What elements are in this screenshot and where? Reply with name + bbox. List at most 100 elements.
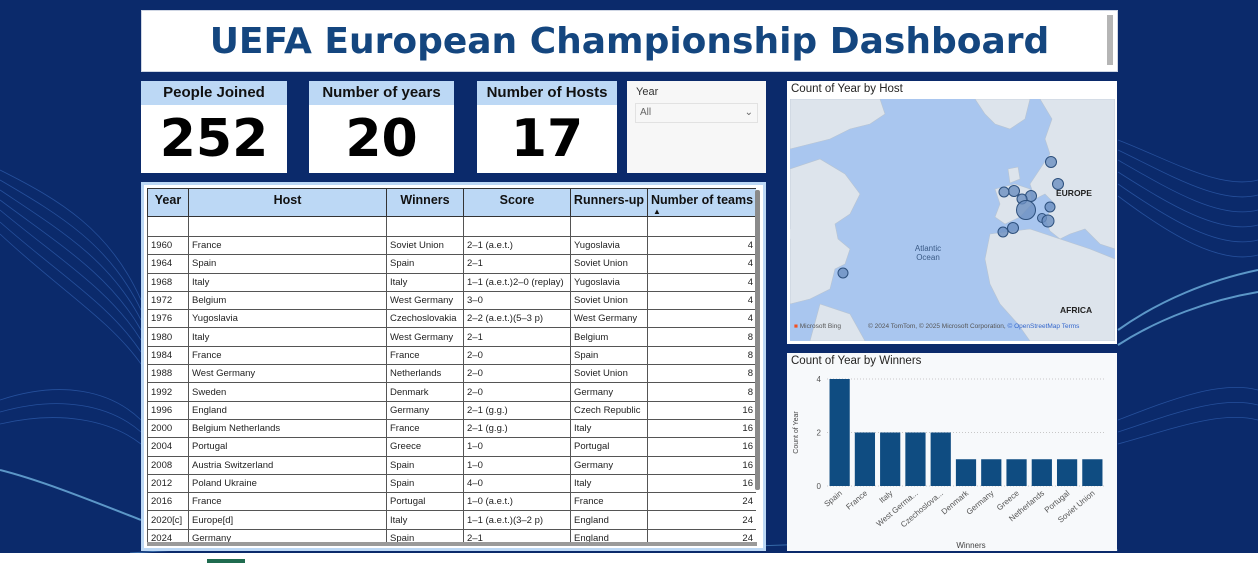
table-cell: Germany — [570, 382, 648, 402]
table-row[interactable]: 1972 Belgium West Germany 3–0 Soviet Union 4 — [147, 290, 756, 311]
winners-bar-chart-visual: Count of Year by Winners 0 2 4 Count of Yea… — [787, 353, 1117, 551]
kpi-card-number-of-years: Number of years 20 — [309, 81, 454, 173]
chevron-down-icon: ⌄ — [744, 107, 753, 118]
slicer-title: Year — [636, 86, 659, 98]
dashboard-title-box: UEFA European Championship Dashboard — [141, 10, 1118, 72]
table-row[interactable]: 1968 Italy Italy 1–1 (a.e.t.)2–0 (replay) Yu… — [147, 272, 756, 292]
table-cell: 24 — [647, 510, 756, 530]
table-cell: Portugal — [386, 492, 464, 512]
bar[interactable] — [1006, 459, 1027, 486]
table-cell: West Germany — [188, 364, 387, 384]
bar[interactable] — [829, 379, 850, 486]
table-cell: Belgium — [188, 290, 387, 311]
x-tick-label: France — [844, 488, 869, 511]
table-cell: France — [188, 235, 387, 256]
map-osm-link[interactable]: © OpenStreetMap — [1007, 323, 1061, 330]
table-row[interactable]: 1984 France France 2–0 Spain 8 — [147, 345, 756, 366]
column-header[interactable]: Host — [188, 188, 387, 217]
table-cell: 1–0 (a.e.t.) — [463, 492, 571, 512]
bar[interactable] — [1056, 459, 1078, 486]
bar[interactable] — [1082, 459, 1103, 486]
table-row[interactable]: 1996 England Germany 2–1 (g.g.) Czech Republ… — [147, 400, 756, 420]
table-row[interactable]: 2020[c] Europe[d] Italy 1–1 (a.e.t.)(3–2 p)… — [147, 510, 756, 530]
table-cell: 4 — [647, 254, 756, 274]
bar[interactable] — [930, 432, 951, 487]
table-cell: 1972 — [147, 290, 189, 311]
kpi-label: Number of years — [309, 81, 454, 105]
map-bubble[interactable] — [1008, 185, 1020, 197]
table-cell: Soviet Union — [386, 235, 464, 256]
table-cell: 2–1 (g.g.) — [463, 400, 571, 420]
table-cell: Italy — [386, 510, 464, 530]
column-header[interactable]: Winners — [386, 188, 464, 217]
bar[interactable] — [955, 459, 977, 486]
table-row[interactable]: 2008 Austria Switzerland Spain 1–0 Germany 16 — [147, 455, 756, 475]
table-row[interactable]: 1980 Italy West Germany 2–1 Belgium 8 — [147, 327, 756, 347]
kpi-value: 20 — [345, 109, 418, 169]
table-cell: 1–1 (a.e.t.)(3–2 p) — [463, 510, 571, 530]
bar[interactable] — [1031, 459, 1052, 486]
table-cell: Germany — [570, 455, 648, 475]
map-bubble[interactable] — [997, 226, 1009, 238]
table-row[interactable]: 1964 Spain Spain 2–1 Soviet Union 4 — [147, 254, 756, 274]
table-header-row: Year Host Winners Score Runners-up Number of … — [147, 188, 756, 217]
column-header[interactable]: Year — [147, 188, 189, 217]
table-vertical-scrollbar[interactable] — [755, 190, 760, 490]
table-cell: 1988 — [147, 364, 189, 384]
map-title: Count of Year by Host — [791, 83, 903, 95]
map-bubble[interactable] — [837, 267, 849, 279]
table-row[interactable]: 2016 France Portugal 1–0 (a.e.t.) France 24 — [147, 492, 756, 512]
map-bubble[interactable] — [1007, 222, 1019, 234]
table-cell: 1980 — [147, 327, 189, 347]
table-row[interactable]: 2024 Germany Spain 2–1 England 24 — [147, 528, 756, 546]
bar[interactable] — [981, 459, 1002, 486]
map-bubble[interactable] — [1041, 214, 1055, 228]
map-terms-link[interactable]: Terms — [1061, 323, 1080, 330]
map-bubble[interactable] — [1044, 201, 1056, 213]
column-header[interactable]: Number of teams ▲ — [647, 188, 756, 217]
table-cell: Greece — [386, 437, 464, 457]
table-row[interactable]: 2012 Poland Ukraine Spain 4–0 Italy 16 — [147, 473, 756, 494]
map-copyright: © 2024 TomTom, © 2025 Microsoft Corporat… — [868, 323, 1006, 330]
bar[interactable] — [880, 432, 901, 487]
table-row[interactable]: 1992 Sweden Denmark 2–0 Germany 8 — [147, 382, 756, 402]
page-tab-indicator[interactable] — [207, 559, 245, 563]
table-cell: France — [188, 345, 387, 366]
table-cell: Europe[d] — [188, 510, 387, 530]
table-cell: 24 — [647, 528, 756, 546]
table-cell: Czech Republic — [570, 400, 648, 420]
table-cell: 8 — [647, 382, 756, 402]
column-header[interactable]: Runners-up — [570, 188, 648, 217]
table-cell: France — [386, 418, 464, 439]
table-cell: Yugoslavia — [188, 309, 387, 329]
map-bubble[interactable] — [1045, 156, 1057, 168]
tournament-table: Year Host Winners Score Runners-up Number of … — [147, 188, 756, 546]
map-bubble[interactable] — [998, 186, 1010, 198]
table-cell: 1968 — [147, 272, 189, 292]
table-row[interactable]: 2000 Belgium Netherlands France 2–1 (g.g.) I… — [147, 418, 756, 439]
table-cell: 2020[c] — [147, 510, 189, 530]
x-axis-label: Winners — [956, 541, 985, 550]
bar[interactable] — [905, 432, 926, 487]
kpi-card-people-joined: People Joined 252 — [141, 81, 287, 173]
table-cell: Italy — [570, 418, 648, 439]
map-bubble[interactable] — [1016, 200, 1036, 220]
table-cell: Italy — [570, 473, 648, 494]
table-cell: Belgium — [570, 327, 648, 347]
table-cell: West Germany — [570, 309, 648, 329]
bar[interactable] — [854, 432, 876, 487]
table-row[interactable]: 1960 France Soviet Union 2–1 (a.e.t.) Yugosl… — [147, 235, 756, 256]
table-row[interactable]: 1988 West Germany Netherlands 2–0 Soviet Uni… — [147, 364, 756, 384]
table-cell: England — [188, 400, 387, 420]
host-map[interactable]: Atlantic Ocean EUROPE AFRICA ■ Microsoft… — [790, 99, 1115, 341]
column-header[interactable]: Score — [463, 188, 571, 217]
table-row[interactable]: 2004 Portugal Greece 1–0 Portugal 16 — [147, 437, 756, 457]
kpi-value: 17 — [510, 109, 584, 169]
map-bubble[interactable] — [1052, 178, 1064, 190]
table-horizontal-scrollbar[interactable] — [147, 542, 757, 546]
table-cell: 1976 — [147, 309, 189, 329]
year-dropdown[interactable]: All ⌄ — [635, 103, 758, 123]
table-row[interactable]: 1976 Yugoslavia Czechoslovakia 2–2 (a.e.t.)… — [147, 309, 756, 329]
title-scrollbar[interactable] — [1107, 15, 1113, 65]
